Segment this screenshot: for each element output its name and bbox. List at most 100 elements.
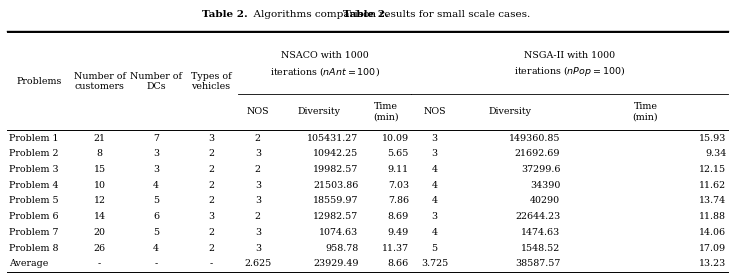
Text: 18559.97: 18559.97 (313, 196, 359, 206)
Text: Average: Average (10, 259, 49, 268)
Text: 8.66: 8.66 (388, 259, 409, 268)
Text: 2: 2 (255, 165, 261, 174)
Text: Table 2.: Table 2. (201, 10, 247, 19)
Text: Problems: Problems (16, 77, 61, 86)
Text: 3: 3 (431, 149, 438, 158)
Text: 5: 5 (153, 196, 160, 206)
Text: NSACO with 1000: NSACO with 1000 (280, 52, 368, 60)
Text: -: - (154, 259, 158, 268)
Text: 34390: 34390 (530, 181, 560, 190)
Text: 5: 5 (431, 244, 438, 253)
Text: Types of
vehicles: Types of vehicles (191, 71, 231, 91)
Text: 4: 4 (432, 181, 438, 190)
Text: Diversity: Diversity (489, 108, 531, 116)
Text: 3: 3 (208, 134, 214, 143)
Text: Algorithms comparison results for small scale cases.: Algorithms comparison results for small … (0, 10, 283, 19)
Text: 11.62: 11.62 (699, 181, 726, 190)
Text: Problem 4: Problem 4 (10, 181, 59, 190)
Text: 21: 21 (94, 134, 105, 143)
Text: 3: 3 (255, 149, 261, 158)
Text: Table 2.: Table 2. (343, 10, 389, 19)
Text: 3.725: 3.725 (421, 259, 448, 268)
Text: 9.49: 9.49 (388, 228, 409, 237)
Text: 37299.6: 37299.6 (520, 165, 560, 174)
Text: 22644.23: 22644.23 (515, 212, 560, 221)
Text: 8.69: 8.69 (388, 212, 409, 221)
Text: Problem 6: Problem 6 (10, 212, 59, 221)
Text: 13.23: 13.23 (699, 259, 726, 268)
Text: 11.37: 11.37 (382, 244, 409, 253)
Text: 12.15: 12.15 (699, 165, 726, 174)
Text: 2: 2 (208, 244, 214, 253)
Text: 3: 3 (255, 244, 261, 253)
Text: 14: 14 (94, 212, 105, 221)
Text: 21503.86: 21503.86 (313, 181, 359, 190)
Text: 3: 3 (208, 212, 214, 221)
Text: 4: 4 (432, 165, 438, 174)
Text: 40290: 40290 (530, 196, 560, 206)
Text: Diversity: Diversity (298, 108, 340, 116)
Text: 15.93: 15.93 (699, 134, 726, 143)
Text: Number of
DCs: Number of DCs (130, 71, 182, 91)
Text: 2.625: 2.625 (244, 259, 272, 268)
Text: 4: 4 (432, 196, 438, 206)
Text: 14.06: 14.06 (699, 228, 726, 237)
Text: iterations ($nAnt = 100$): iterations ($nAnt = 100$) (269, 65, 380, 78)
Text: NOS: NOS (247, 108, 269, 116)
Text: Algorithms comparison results for small scale cases.: Algorithms comparison results for small … (247, 10, 531, 19)
Text: 9.11: 9.11 (388, 165, 409, 174)
Text: 2: 2 (208, 149, 214, 158)
Text: 38587.57: 38587.57 (515, 259, 560, 268)
Text: 3: 3 (255, 181, 261, 190)
Text: NSGA-II with 1000: NSGA-II with 1000 (524, 52, 616, 60)
Text: 1474.63: 1474.63 (521, 228, 560, 237)
Text: 2: 2 (255, 212, 261, 221)
Text: 7.86: 7.86 (388, 196, 409, 206)
Text: Problem 3: Problem 3 (10, 165, 59, 174)
Text: 105431.27: 105431.27 (307, 134, 359, 143)
Text: Table 2.: Table 2. (0, 10, 45, 19)
Text: 19982.57: 19982.57 (313, 165, 359, 174)
Text: 17.09: 17.09 (699, 244, 726, 253)
Text: Problem 2: Problem 2 (10, 149, 59, 158)
Text: 20: 20 (94, 228, 105, 237)
Text: 12982.57: 12982.57 (313, 212, 359, 221)
Text: -: - (209, 259, 212, 268)
Text: 26: 26 (94, 244, 105, 253)
Text: 7.03: 7.03 (388, 181, 409, 190)
Text: 9.34: 9.34 (705, 149, 726, 158)
Text: Problem 8: Problem 8 (10, 244, 59, 253)
Text: Problem 7: Problem 7 (10, 228, 59, 237)
Text: 2: 2 (208, 181, 214, 190)
Text: 1548.52: 1548.52 (521, 244, 560, 253)
Text: 2: 2 (255, 134, 261, 143)
Text: 4: 4 (432, 228, 438, 237)
Text: 23929.49: 23929.49 (313, 259, 359, 268)
Text: 21692.69: 21692.69 (515, 149, 560, 158)
Text: 5: 5 (153, 228, 160, 237)
Text: 3: 3 (431, 212, 438, 221)
Text: 10942.25: 10942.25 (313, 149, 359, 158)
Text: 3: 3 (255, 196, 261, 206)
Text: 3: 3 (431, 134, 438, 143)
Text: iterations ($nPop = 100$): iterations ($nPop = 100$) (514, 64, 625, 78)
Text: 958.78: 958.78 (325, 244, 359, 253)
Text: Problem 1: Problem 1 (10, 134, 59, 143)
Text: Time
(min): Time (min) (373, 102, 399, 122)
Text: 13.74: 13.74 (699, 196, 726, 206)
Text: 7: 7 (153, 134, 160, 143)
Text: 12: 12 (94, 196, 105, 206)
Text: 2: 2 (208, 196, 214, 206)
Text: 8: 8 (97, 149, 102, 158)
Text: 4: 4 (153, 244, 160, 253)
Text: Time
(min): Time (min) (632, 102, 658, 122)
Text: 3: 3 (255, 228, 261, 237)
Text: NOS: NOS (423, 108, 446, 116)
Text: 6: 6 (153, 212, 160, 221)
Text: 11.88: 11.88 (699, 212, 726, 221)
Text: -: - (98, 259, 101, 268)
Text: 10.09: 10.09 (382, 134, 409, 143)
Text: 10: 10 (94, 181, 105, 190)
Text: Number of
customers: Number of customers (74, 71, 126, 91)
Text: 4: 4 (153, 181, 160, 190)
